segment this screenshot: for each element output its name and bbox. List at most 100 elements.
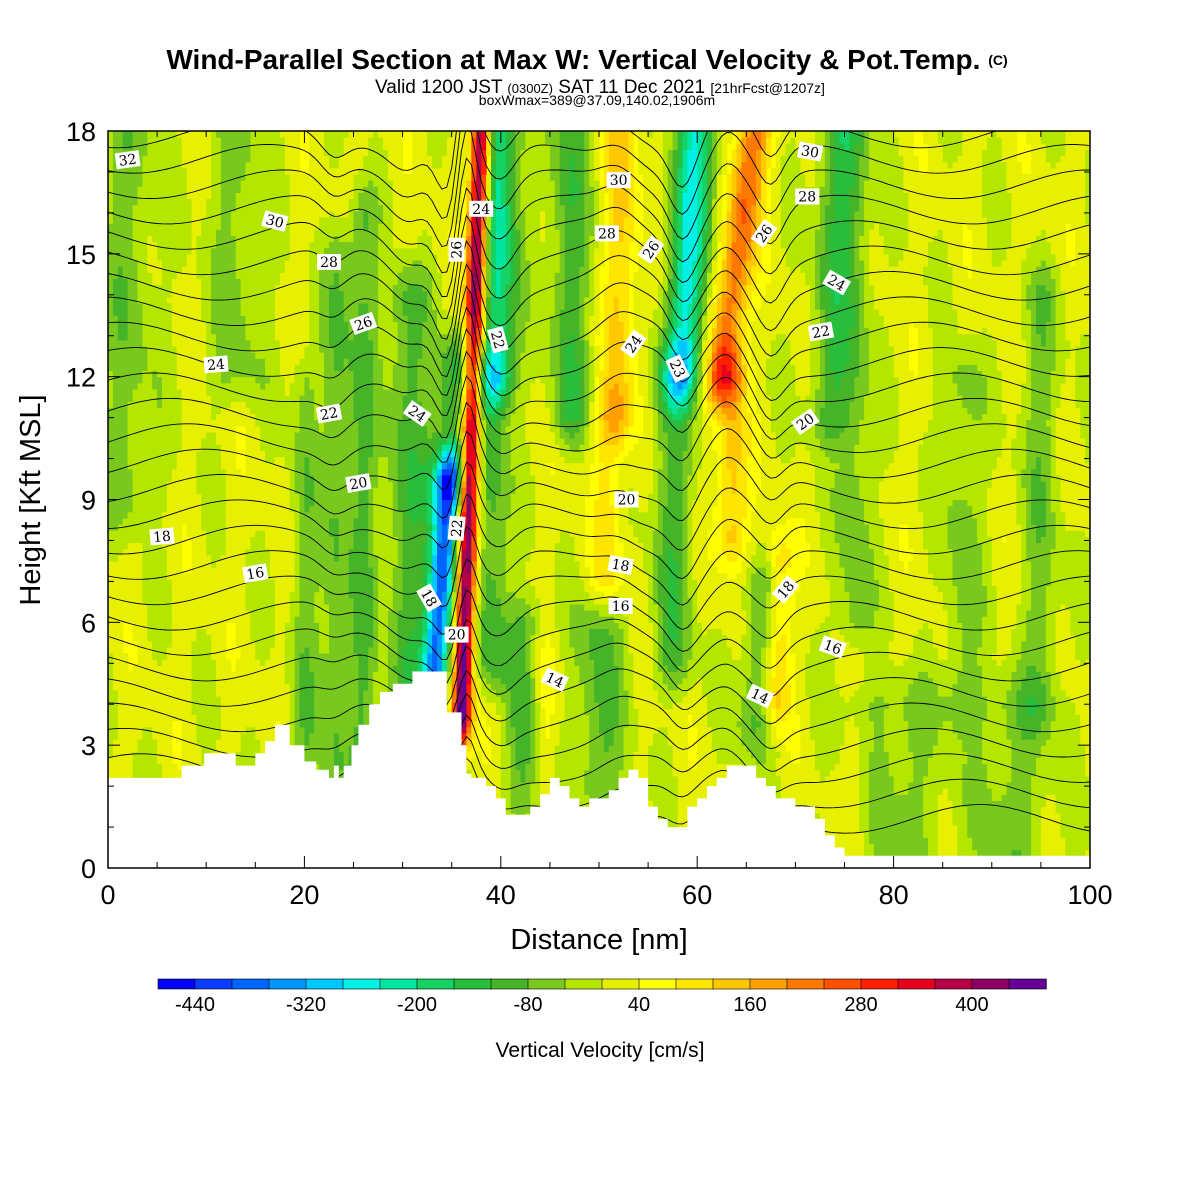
heatmap-cell (687, 585, 698, 593)
heatmap-cell (751, 634, 767, 642)
heatmap-cell (348, 333, 355, 341)
heatmap-cell (437, 499, 443, 507)
heatmap-cell (476, 376, 482, 384)
heatmap-cell (687, 542, 693, 550)
heatmap-cell (687, 431, 693, 439)
heatmap-cell (540, 610, 556, 617)
heatmap-cell (137, 646, 153, 654)
heatmap-cell (132, 622, 148, 629)
heatmap-cell (780, 634, 787, 642)
heatmap-cell (373, 511, 394, 519)
heatmap-cell (378, 591, 394, 599)
heatmap-cell (505, 616, 517, 623)
heatmap-cell (476, 616, 482, 623)
heatmap-cell (486, 530, 507, 537)
heatmap-cell (1031, 481, 1047, 488)
heatmap-cell (284, 665, 296, 672)
heatmap-cell (579, 573, 590, 580)
heatmap-cell (535, 622, 541, 629)
heatmap-cell (500, 739, 507, 746)
heatmap-cell (525, 646, 531, 654)
heatmap-cell (618, 474, 654, 482)
heatmap-cell (1026, 665, 1037, 672)
heatmap-cell (859, 646, 890, 654)
heatmap-cell (373, 370, 384, 378)
heatmap-cell (599, 481, 610, 488)
heatmap-cell (947, 511, 973, 519)
heatmap-cell (486, 603, 502, 611)
heatmap-cell (869, 769, 890, 777)
heatmap-cell (810, 456, 831, 464)
heatmap-cell (662, 622, 669, 629)
heatmap-cell (564, 696, 585, 703)
heatmap-cell (108, 567, 143, 574)
heatmap-cell (545, 389, 556, 396)
heatmap-cell (756, 407, 772, 415)
heatmap-cell (471, 757, 482, 765)
heatmap-cell (687, 499, 693, 507)
heatmap-cell (446, 708, 453, 715)
heatmap-cell (589, 732, 605, 740)
heatmap-cell (736, 524, 742, 531)
heatmap-cell (417, 389, 443, 396)
heatmap-cell (540, 782, 556, 789)
heatmap-cell (461, 456, 467, 464)
heatmap-cell (800, 751, 816, 758)
heatmap-cell (599, 407, 605, 415)
heatmap-cell (108, 560, 143, 568)
heatmap-cell (530, 696, 536, 703)
heatmap-cell (456, 591, 463, 599)
heatmap-cell (716, 339, 723, 347)
heatmap-cell (471, 634, 477, 642)
heatmap-cell (628, 708, 639, 715)
heatmap-cell (662, 530, 683, 537)
heatmap-cell (854, 444, 900, 451)
heatmap-cell (471, 671, 477, 679)
heatmap-cell (451, 597, 458, 605)
heatmap-cell (947, 530, 978, 537)
heatmap-cell (500, 419, 512, 427)
heatmap-cell (176, 358, 207, 365)
heatmap-cell (461, 505, 467, 513)
heatmap-cell (289, 382, 305, 390)
heatmap-cell (1065, 689, 1090, 697)
heatmap-cell (515, 732, 531, 740)
heatmap-cell (653, 395, 659, 402)
heatmap-cell (815, 493, 831, 501)
heatmap-cell (466, 395, 472, 402)
heatmap-cell (427, 431, 433, 439)
heatmap-cell (726, 640, 742, 648)
heatmap-cell (540, 376, 556, 384)
heatmap-cell (829, 628, 841, 636)
heatmap-cell (299, 591, 315, 599)
heatmap-cell (613, 616, 629, 623)
heatmap-cell (530, 382, 546, 390)
heatmap-cell (662, 702, 674, 709)
heatmap-cell (373, 640, 379, 648)
heatmap-cell (417, 665, 423, 672)
heatmap-cell (397, 548, 404, 556)
heatmap-cell (314, 591, 325, 599)
heatmap-cell (486, 419, 492, 427)
heatmap-cell (157, 401, 163, 408)
heatmap-cell (741, 567, 747, 574)
heatmap-cell (819, 825, 860, 832)
heatmap-cell (928, 425, 1008, 433)
heatmap-cell (1026, 542, 1057, 550)
heatmap-cell (819, 622, 855, 629)
heatmap-cell (540, 714, 546, 722)
heatmap-cell (451, 468, 458, 476)
heatmap-cell (692, 646, 733, 654)
heatmap-cell (117, 714, 197, 722)
heatmap-cell (731, 346, 738, 353)
heatmap-cell (427, 622, 433, 629)
heatmap-cell (191, 653, 212, 660)
heatmap-cell (289, 708, 296, 715)
heatmap-cell (1001, 702, 1017, 709)
heatmap-cell (653, 358, 659, 365)
heatmap-cell (623, 579, 649, 586)
heatmap-cell (839, 554, 875, 562)
heatmap-cell (1085, 757, 1090, 765)
heatmap-cell (756, 505, 816, 513)
heatmap-cell (451, 499, 458, 507)
